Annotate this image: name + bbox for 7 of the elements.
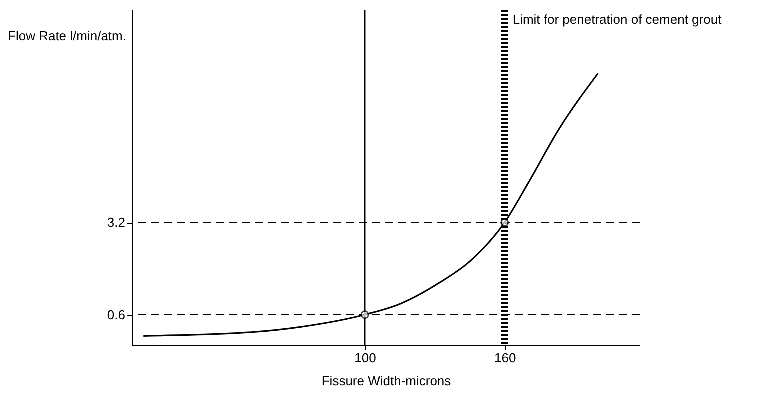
y-tick-label: 0.6 bbox=[107, 307, 126, 322]
x-axis-title: Fissure Width-microns bbox=[322, 374, 452, 388]
x-tick-label: 100 bbox=[354, 350, 376, 366]
ref-line-label: Limit for penetration of cement grout bbox=[512, 12, 722, 27]
y-tick-label: 3.2 bbox=[107, 215, 126, 230]
y-axis-title: Flow Rate l/min/atm. bbox=[8, 28, 126, 44]
x-tick-label: 160 bbox=[494, 350, 516, 366]
